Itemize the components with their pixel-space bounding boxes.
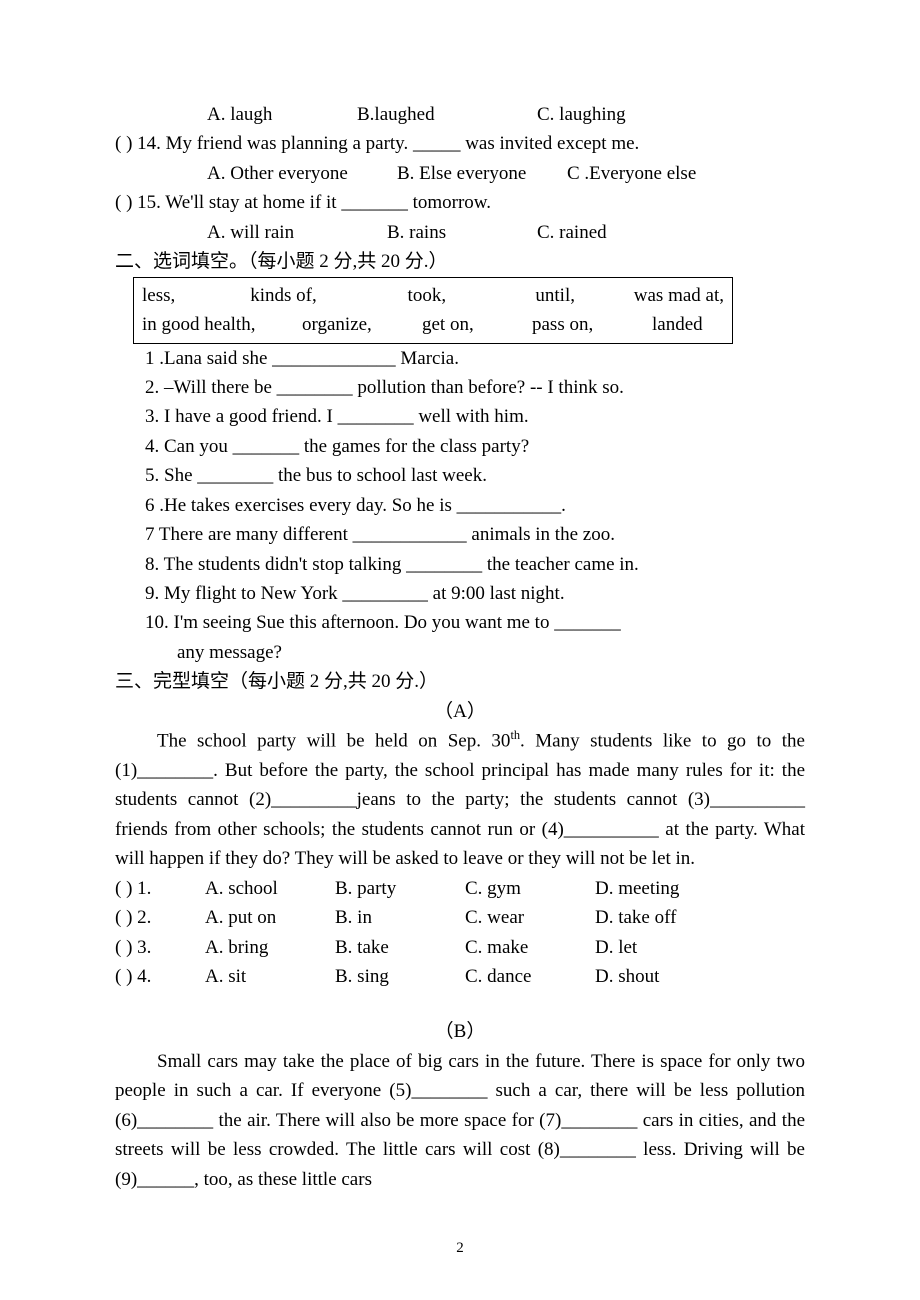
word: organize, xyxy=(302,310,422,339)
opt-b: B. take xyxy=(335,933,465,962)
opt-c: C. dance xyxy=(465,962,595,991)
a-opt-3: ( ) 3. A. bring B. take C. make D. let xyxy=(115,933,805,962)
opt-b: B. in xyxy=(335,903,465,932)
word: less, xyxy=(142,281,250,310)
num: ( ) 1. xyxy=(115,874,205,903)
opt-b: B. rains xyxy=(387,218,537,247)
word: pass on, xyxy=(532,310,652,339)
a-opt-2: ( ) 2. A. put on B. in C. wear D. take o… xyxy=(115,903,805,932)
q13-options: A. laugh B.laughed C. laughing xyxy=(115,100,805,129)
page-number: 2 xyxy=(0,1237,920,1260)
opt-b: B. sing xyxy=(335,962,465,991)
passage-b-text: Small cars may take the place of big car… xyxy=(115,1047,805,1194)
fill-item-10: 10. I'm seeing Sue this afternoon. Do yo… xyxy=(115,608,805,637)
passage-a-label: （A） xyxy=(115,697,805,726)
word: was mad at, xyxy=(634,281,724,310)
q15-stem: ( ) 15. We'll stay at home if it _______… xyxy=(115,188,805,217)
fill-item-10-cont: any message? xyxy=(115,638,805,667)
opt-a: A. bring xyxy=(205,933,335,962)
q14-stem: ( ) 14. My friend was planning a party. … xyxy=(115,129,805,158)
opt-c: C. rained xyxy=(537,218,607,247)
num: ( ) 4. xyxy=(115,962,205,991)
num: ( ) 3. xyxy=(115,933,205,962)
a-opt-4: ( ) 4. A. sit B. sing C. dance D. shout xyxy=(115,962,805,991)
q14-opts: A. Other everyone B. Else everyone C .Ev… xyxy=(115,159,805,188)
q15-opts: A. will rain B. rains C. rained xyxy=(115,218,805,247)
fill-item-3: 3. I have a good friend. I ________ well… xyxy=(115,402,805,431)
word-bank-line1: less, kinds of, took, until, was mad at, xyxy=(142,281,724,310)
fill-item-9: 9. My flight to New York _________ at 9:… xyxy=(115,579,805,608)
passage-b-label: （B） xyxy=(115,1017,805,1046)
fill-item-8: 8. The students didn't stop talking ____… xyxy=(115,550,805,579)
a-opt-1: ( ) 1. A. school B. party C. gym D. meet… xyxy=(115,874,805,903)
opt-a: A. Other everyone xyxy=(207,159,397,188)
word: kinds of, xyxy=(250,281,407,310)
opt-a: A. put on xyxy=(205,903,335,932)
opt-a: A. will rain xyxy=(207,218,387,247)
word: until, xyxy=(535,281,633,310)
opt-d: D. shout xyxy=(595,962,659,991)
sec2-title: 二、选词填空。（每小题 2 分,共 20 分.） xyxy=(115,247,805,276)
opt-a: A. sit xyxy=(205,962,335,991)
opt-d: D. take off xyxy=(595,903,676,932)
fill-item-2: 2. –Will there be ________ pollution tha… xyxy=(115,373,805,402)
exam-page: A. laugh B.laughed C. laughing ( ) 14. M… xyxy=(0,0,920,1300)
word-bank-line2: in good health, organize, get on, pass o… xyxy=(142,310,724,339)
fill-item-7: 7 There are many different ____________ … xyxy=(115,520,805,549)
word-bank-box: less, kinds of, took, until, was mad at,… xyxy=(133,277,733,344)
fill-item-4: 4. Can you _______ the games for the cla… xyxy=(115,432,805,461)
opt-b: B.laughed xyxy=(357,100,537,129)
word: landed xyxy=(652,310,703,339)
opt-c: C. wear xyxy=(465,903,595,932)
opt-a: A. school xyxy=(205,874,335,903)
fill-item-1: 1 .Lana said she _____________ Marcia. xyxy=(115,344,805,373)
opt-c: C. make xyxy=(465,933,595,962)
word: in good health, xyxy=(142,310,302,339)
opt-c: C. laughing xyxy=(537,100,626,129)
opt-c: C. gym xyxy=(465,874,595,903)
opt-c: C .Everyone else xyxy=(567,159,696,188)
passage-a-text: The school party will be held on Sep. 30… xyxy=(115,726,805,874)
opt-d: D. let xyxy=(595,933,637,962)
word: took, xyxy=(408,281,536,310)
opt-d: D. meeting xyxy=(595,874,679,903)
word: get on, xyxy=(422,310,532,339)
opt-b: B. party xyxy=(335,874,465,903)
opt-a: A. laugh xyxy=(207,100,357,129)
opt-b: B. Else everyone xyxy=(397,159,567,188)
fill-item-5: 5. She ________ the bus to school last w… xyxy=(115,461,805,490)
fill-item-6: 6 .He takes exercises every day. So he i… xyxy=(115,491,805,520)
num: ( ) 2. xyxy=(115,903,205,932)
sec3-title: 三、完型填空（每小题 2 分,共 20 分.） xyxy=(115,667,805,696)
